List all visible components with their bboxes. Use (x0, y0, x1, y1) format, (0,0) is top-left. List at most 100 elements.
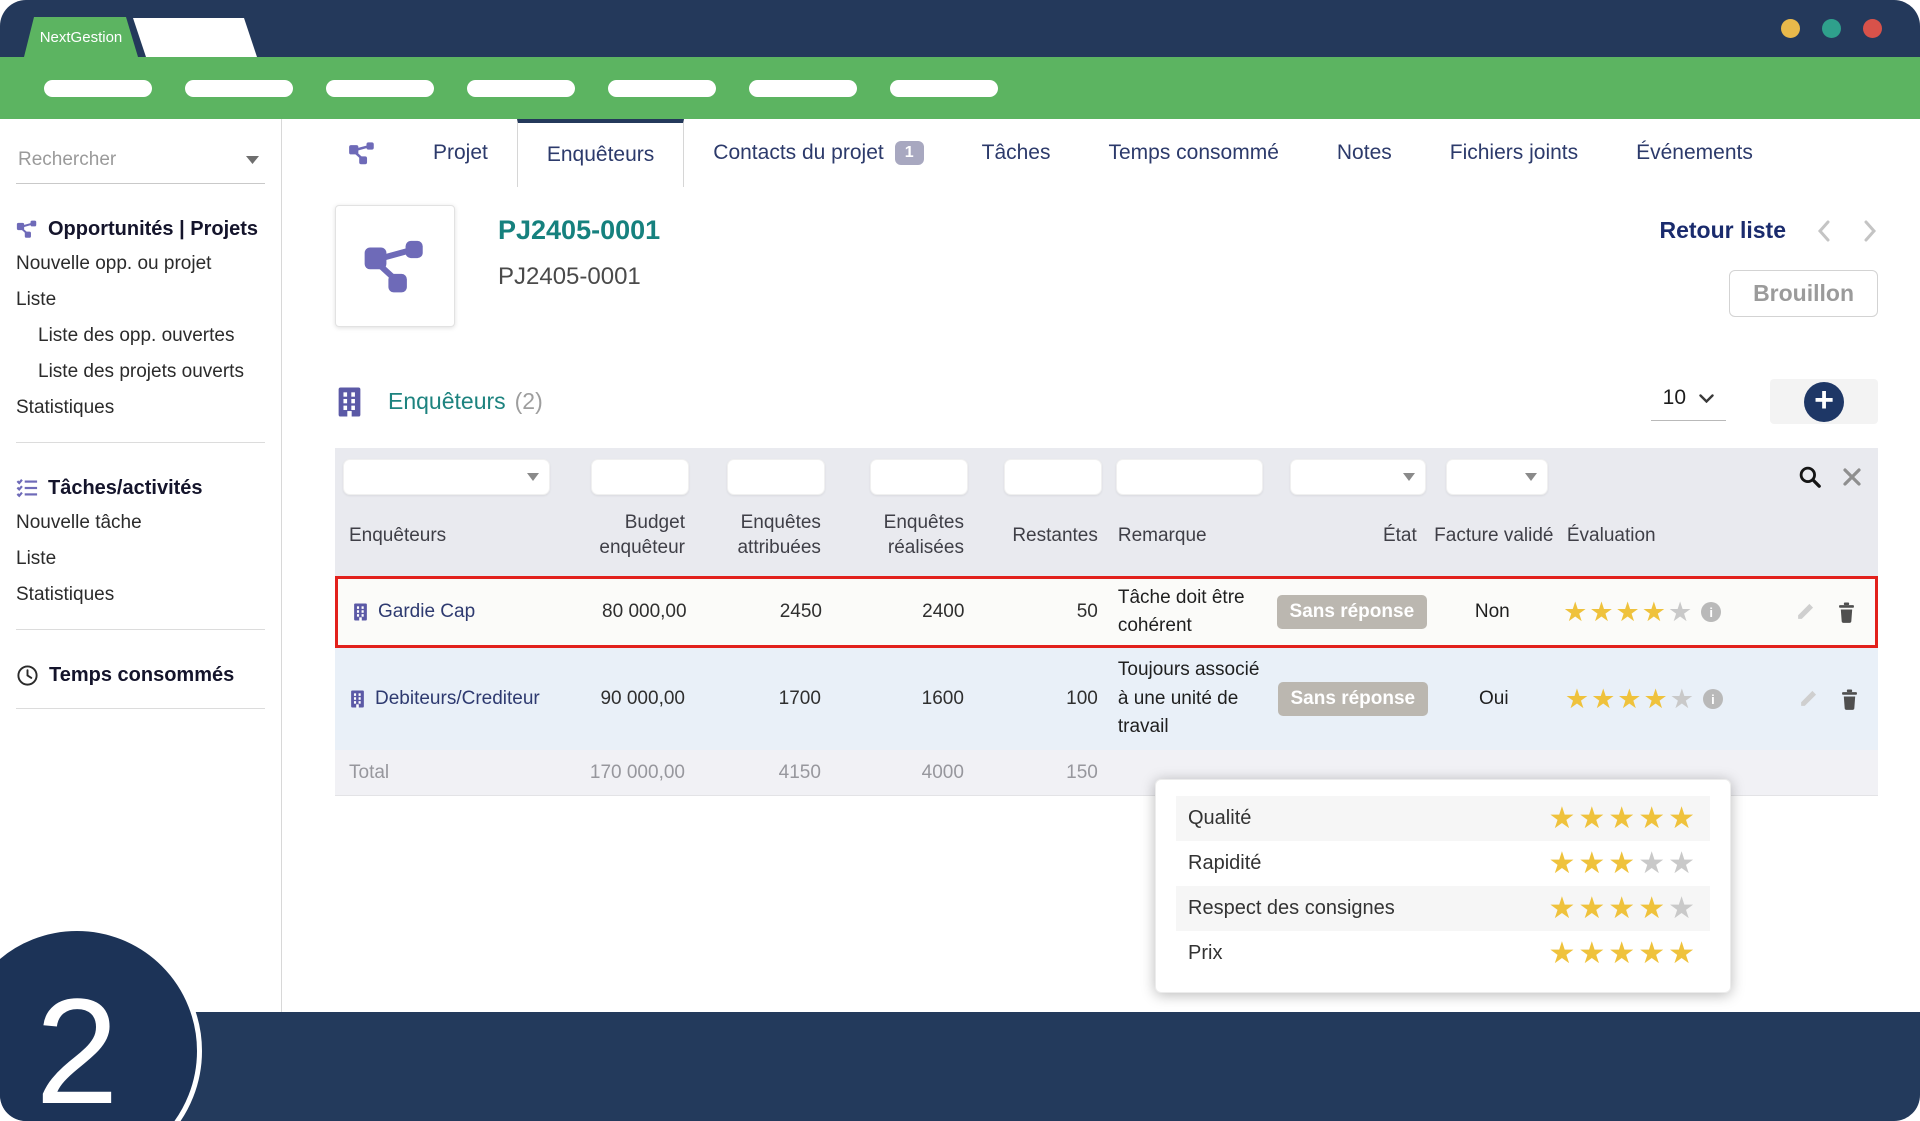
col-header-facture[interactable]: Facture validé (1431, 523, 1557, 548)
table-row-gardie-cap[interactable]: Gardie Cap 80 000,00 2450 2400 50 Tâche … (335, 576, 1878, 648)
remarque-text: Toujours associé à une unité de travail (1112, 656, 1275, 742)
filter-enqueteurs-select[interactable] (343, 459, 550, 495)
plus-icon: + (1814, 383, 1834, 417)
tab-contacts[interactable]: Contacts du projet 1 (684, 119, 952, 187)
col-header-realisees[interactable]: Enquêtes réalisées (835, 510, 978, 560)
add-panel: + (1770, 379, 1878, 424)
col-header-restantes[interactable]: Restantes (978, 523, 1112, 548)
nav-pill[interactable] (44, 80, 152, 97)
nav-pill[interactable] (608, 80, 716, 97)
list-title: Enquêteurs (388, 388, 506, 415)
col-header-evaluation[interactable]: Évaluation (1557, 523, 1721, 548)
step-number: 2 (35, 965, 118, 1121)
col-header-remarque[interactable]: Remarque (1112, 523, 1275, 548)
sidebar-item-liste-opp[interactable]: Liste (16, 282, 265, 318)
col-header-budget[interactable]: Budget enquêteur (560, 510, 699, 560)
facture-value: Non (1430, 601, 1556, 623)
nav-pill[interactable] (326, 80, 434, 97)
search-input[interactable]: Rechercher (16, 141, 265, 184)
prev-record-button[interactable] (1816, 219, 1832, 243)
filter-attribuees-input[interactable] (727, 459, 825, 495)
attribuees-value: 2450 (701, 601, 836, 623)
tab-enqueteurs[interactable]: Enquêteurs (517, 119, 684, 187)
sidebar-item-nouvelle-opp[interactable]: Nouvelle opp. ou projet (16, 246, 265, 282)
budget-value: 80 000,00 (562, 601, 700, 623)
total-budget: 170 000,00 (560, 762, 699, 784)
total-realisees: 4000 (835, 762, 978, 784)
tab-taches[interactable]: Tâches (953, 119, 1080, 187)
back-to-list-link[interactable]: Retour liste (1659, 217, 1786, 244)
tab-projet[interactable]: Projet (404, 119, 517, 187)
filter-budget-input[interactable] (591, 459, 689, 495)
sidebar-section-temps[interactable]: Temps consommés (16, 658, 265, 692)
blank-tab[interactable] (133, 18, 257, 57)
enqueteur-name[interactable]: Gardie Cap (378, 601, 475, 623)
sidebar-item-statistiques-opp[interactable]: Statistiques (16, 390, 265, 426)
filter-realisees-input[interactable] (870, 459, 968, 495)
delete-icon[interactable] (1839, 688, 1860, 711)
building-icon (352, 602, 369, 622)
tab-fichiers-joints[interactable]: Fichiers joints (1421, 119, 1607, 187)
edit-icon[interactable] (1797, 688, 1819, 710)
tooltip-row-prix: Prix ★★★★★ (1176, 931, 1710, 976)
filter-restantes-input[interactable] (1004, 459, 1102, 495)
enqueteurs-table: Enquêteurs Budget enquêteur Enquêtes att… (335, 448, 1878, 796)
filter-remarque-input[interactable] (1116, 459, 1263, 495)
tab-notes[interactable]: Notes (1308, 119, 1421, 187)
delete-icon[interactable] (1836, 601, 1857, 624)
tooltip-row-rapidite: Rapidité ★★★★★ (1176, 841, 1710, 886)
task-list-icon (16, 477, 38, 499)
facture-value: Oui (1431, 688, 1557, 710)
tab-evenements[interactable]: Événements (1607, 119, 1782, 187)
total-label: Total (335, 762, 560, 784)
rating-stars: ★★★★★ (1548, 891, 1698, 926)
brand-tab[interactable]: NextGestion (24, 17, 138, 57)
edit-icon[interactable] (1794, 601, 1816, 623)
next-record-button[interactable] (1862, 219, 1878, 243)
nav-pill[interactable] (749, 80, 857, 97)
title-bar: NextGestion (0, 0, 1920, 57)
caret-down-icon (1525, 473, 1537, 481)
sidebar-divider (16, 629, 265, 630)
tooltip-row-qualite: Qualité ★★★★★ (1176, 796, 1710, 841)
filter-facture-select[interactable] (1446, 459, 1548, 495)
status-button[interactable]: Brouillon (1729, 270, 1878, 317)
clear-filters-icon[interactable] (1842, 467, 1862, 487)
sidebar-item-nouvelle-tache[interactable]: Nouvelle tâche (16, 505, 265, 541)
tab-temps-consomme[interactable]: Temps consommé (1080, 119, 1308, 187)
sidebar-item-statistiques-taches[interactable]: Statistiques (16, 577, 265, 613)
sidebar-section-opportunites: Opportunités | Projets (16, 212, 265, 246)
nav-pill[interactable] (467, 80, 575, 97)
total-restantes: 150 (978, 762, 1112, 784)
sidebar-item-liste-taches[interactable]: Liste (16, 541, 265, 577)
app-window: NextGestion Rechercher (0, 0, 1920, 1121)
col-header-attribuees[interactable]: Enquêtes attribuées (699, 510, 835, 560)
filter-etat-select[interactable] (1290, 459, 1426, 495)
contacts-count-badge: 1 (895, 141, 924, 165)
enqueteur-name[interactable]: Debiteurs/Crediteur (375, 688, 540, 710)
sidebar-item-liste-opp-ouvertes[interactable]: Liste des opp. ouvertes (16, 318, 265, 354)
list-header: Enquêteurs (2) 10 + (335, 379, 1878, 424)
etat-badge: Sans réponse (1277, 595, 1428, 629)
project-diagram-icon (348, 139, 376, 167)
dot-red-icon[interactable] (1863, 19, 1882, 38)
table-row-debiteurs-crediteur[interactable]: Debiteurs/Crediteur 90 000,00 1700 1600 … (335, 648, 1878, 750)
search-icon[interactable] (1797, 464, 1823, 490)
sidebar-divider (16, 708, 265, 709)
footer-band (0, 1012, 1920, 1121)
nav-pill[interactable] (890, 80, 998, 97)
nav-pill[interactable] (185, 80, 293, 97)
page-size-select[interactable]: 10 (1651, 382, 1726, 421)
dot-yellow-icon[interactable] (1781, 19, 1800, 38)
tooltip-row-respect-consignes: Respect des consignes ★★★★★ (1176, 886, 1710, 931)
col-header-etat[interactable]: État (1275, 523, 1431, 548)
sidebar-item-liste-projets-ouverts[interactable]: Liste des projets ouverts (16, 354, 265, 390)
col-header-enqueteurs[interactable]: Enquêteurs (335, 523, 560, 548)
dot-teal-icon[interactable] (1822, 19, 1841, 38)
window-dots (1781, 19, 1882, 38)
remarque-text: Tâche doit être cohérent (1112, 584, 1274, 641)
add-enqueteur-button[interactable]: + (1804, 382, 1844, 422)
project-code: PJ2405-0001 (498, 215, 660, 246)
building-icon (335, 386, 364, 418)
caret-down-icon (527, 473, 539, 481)
